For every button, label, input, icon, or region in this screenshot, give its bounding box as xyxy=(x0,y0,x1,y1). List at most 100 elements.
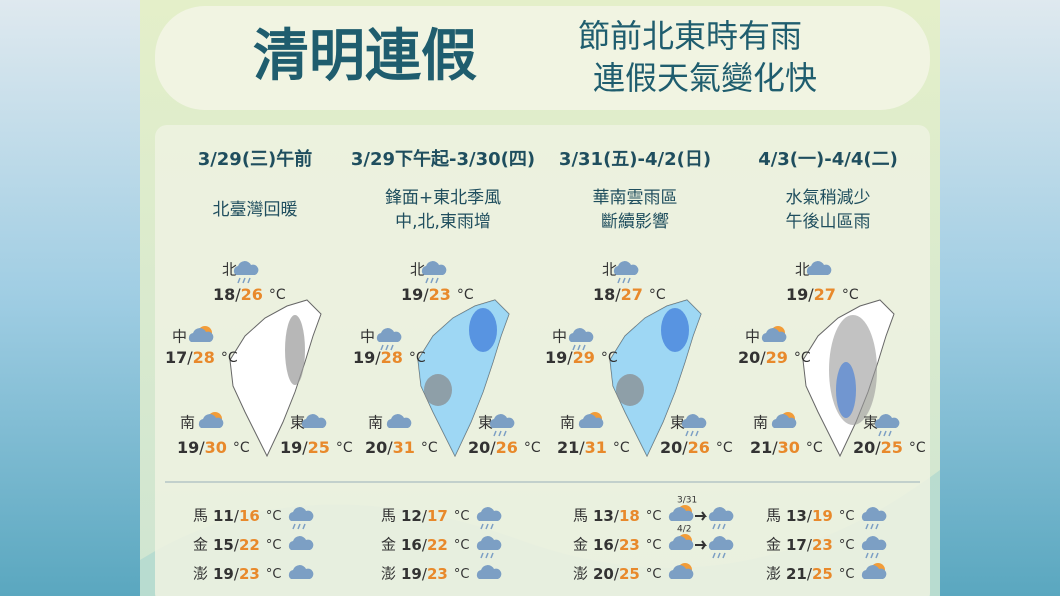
icon-rain xyxy=(490,552,494,559)
icon-rain xyxy=(712,523,716,530)
temperature: 18/27 °C xyxy=(593,285,666,304)
icon-cloud xyxy=(681,414,707,428)
temp-low: 19 xyxy=(786,285,808,304)
icon-rain xyxy=(247,277,251,284)
icon-cloud xyxy=(288,507,314,521)
temp-high: 25 xyxy=(619,565,640,583)
temp-separator: / xyxy=(875,438,881,457)
icon-rain xyxy=(237,277,241,284)
temp-unit: °C xyxy=(454,538,470,553)
temp-low: 13 xyxy=(786,507,807,525)
temp-low: 18 xyxy=(213,285,235,304)
temp-high: 25 xyxy=(881,438,903,457)
temp-separator: / xyxy=(807,507,813,525)
icon-cloud xyxy=(861,536,887,550)
island-name: 澎 xyxy=(573,565,588,583)
temperature: 19/27 °C xyxy=(786,285,859,304)
temp-low: 20 xyxy=(660,438,682,457)
map-cloud-area xyxy=(616,374,644,406)
column-date: 3/29(三)午前 xyxy=(198,148,313,170)
temp-high: 28 xyxy=(193,348,215,367)
temp-low: 16 xyxy=(593,536,614,554)
temperature: 15/22 °C xyxy=(213,536,281,554)
temp-separator: / xyxy=(490,438,496,457)
island-name: 金 xyxy=(381,536,396,554)
temp-separator: / xyxy=(423,285,429,304)
temp-separator: / xyxy=(614,536,620,554)
icon-rain xyxy=(577,344,581,351)
temp-unit: °C xyxy=(524,440,541,456)
temp-unit: °C xyxy=(613,440,630,456)
temp-high: 22 xyxy=(239,536,260,554)
temp-high: 23 xyxy=(429,285,451,304)
temperature: 19/23 °C xyxy=(213,565,281,583)
island-note: 4/2 xyxy=(677,525,691,535)
temp-unit: °C xyxy=(269,287,286,303)
icon-cloud xyxy=(806,261,832,275)
icon-cloud xyxy=(668,507,694,521)
temperature: 16/23 °C xyxy=(593,536,661,554)
temp-low: 20 xyxy=(738,348,760,367)
subtitle: 連假天氣變化快 xyxy=(593,59,817,97)
temperature: 20/25 °C xyxy=(593,565,661,583)
temp-low: 17 xyxy=(786,536,807,554)
icon-cloud xyxy=(188,328,214,342)
temperature: 12/17 °C xyxy=(401,507,469,525)
temp-unit: °C xyxy=(839,509,855,524)
island-name: 馬 xyxy=(573,507,588,525)
temp-unit: °C xyxy=(233,440,250,456)
map-heavy-rain xyxy=(661,308,689,352)
column-description: 中,北,東雨增 xyxy=(395,212,491,232)
temp-separator: / xyxy=(302,438,308,457)
temp-high: 23 xyxy=(619,536,640,554)
icon-rain xyxy=(695,430,699,437)
region-name: 南 xyxy=(560,414,575,432)
icon-rain xyxy=(617,277,621,284)
icon-cloud xyxy=(761,328,787,342)
temp-low: 19 xyxy=(177,438,199,457)
temp-separator: / xyxy=(579,438,585,457)
icon-cloud xyxy=(708,507,734,521)
temp-unit: °C xyxy=(794,350,811,366)
island-name: 澎 xyxy=(381,565,396,583)
subtitle: 節前北東時有雨 xyxy=(578,17,802,55)
temp-high: 25 xyxy=(308,438,330,457)
temperature: 20/31 °C xyxy=(365,438,438,457)
temp-low: 12 xyxy=(401,507,422,525)
icon-rain xyxy=(572,344,576,351)
icon-rain xyxy=(430,277,434,284)
region-name: 北 xyxy=(222,261,237,279)
icon-cloud xyxy=(198,414,224,428)
icon-cloud xyxy=(288,536,314,550)
temp-separator: / xyxy=(807,565,813,583)
temp-unit: °C xyxy=(646,567,662,582)
icon-rain xyxy=(685,430,689,437)
temp-low: 19 xyxy=(401,565,422,583)
icon-rain xyxy=(690,430,694,437)
temp-high: 25 xyxy=(812,565,833,583)
temp-unit: °C xyxy=(601,350,618,366)
icon-rain xyxy=(622,277,626,284)
icon-rain xyxy=(870,552,874,559)
icon-rain xyxy=(582,344,586,351)
temp-low: 17 xyxy=(165,348,187,367)
temp-low: 20 xyxy=(593,565,614,583)
temp-low: 11 xyxy=(213,507,234,525)
icon-rain xyxy=(865,552,869,559)
temperature: 19/28 °C xyxy=(353,348,426,367)
island-note: 3/31 xyxy=(677,496,697,506)
temp-high: 19 xyxy=(812,507,833,525)
icon-cloud xyxy=(301,414,327,428)
temp-high: 22 xyxy=(427,536,448,554)
temp-separator: / xyxy=(614,565,620,583)
icon-rain xyxy=(425,277,429,284)
icon-cloud xyxy=(613,261,639,275)
region-name: 北 xyxy=(795,261,810,279)
temp-low: 21 xyxy=(786,565,807,583)
region-name: 北 xyxy=(602,261,617,279)
icon-rain xyxy=(712,552,716,559)
region-name: 南 xyxy=(368,414,383,432)
